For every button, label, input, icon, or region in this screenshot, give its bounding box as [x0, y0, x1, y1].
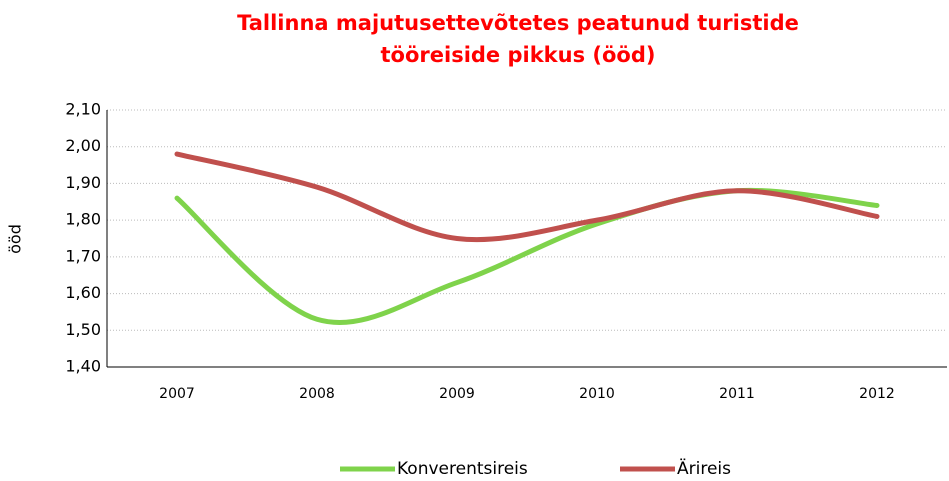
- y-tick-label: 1,60: [65, 283, 101, 302]
- y-tick-label: 1,50: [65, 320, 101, 339]
- series-line: [174, 151, 880, 243]
- y-tick-label: 1,40: [65, 357, 101, 376]
- x-tick-label: 2008: [299, 386, 335, 402]
- legend-label: Ärireis: [677, 458, 731, 479]
- y-tick-label: 1,80: [65, 210, 101, 229]
- y-tick-label: 2,00: [65, 136, 101, 155]
- x-tick-label: 2007: [159, 386, 195, 402]
- x-tick-label: 2009: [439, 386, 475, 402]
- legend-label: Konverentsireis: [397, 459, 528, 479]
- y-tick-label: 1,70: [65, 246, 101, 265]
- x-tick-label: 2011: [719, 386, 755, 402]
- y-tick-label: 2,10: [65, 100, 101, 119]
- chart-title: Tallinna majutusettevõtetes peatunud tur…: [237, 11, 799, 35]
- y-tick-label: 1,90: [65, 173, 101, 192]
- x-tick-label: 2012: [859, 386, 895, 402]
- chart-title: tööreiside pikkus (ööd): [381, 43, 656, 67]
- x-tick-label: 2010: [579, 386, 615, 402]
- y-axis-label: ööd: [6, 224, 25, 254]
